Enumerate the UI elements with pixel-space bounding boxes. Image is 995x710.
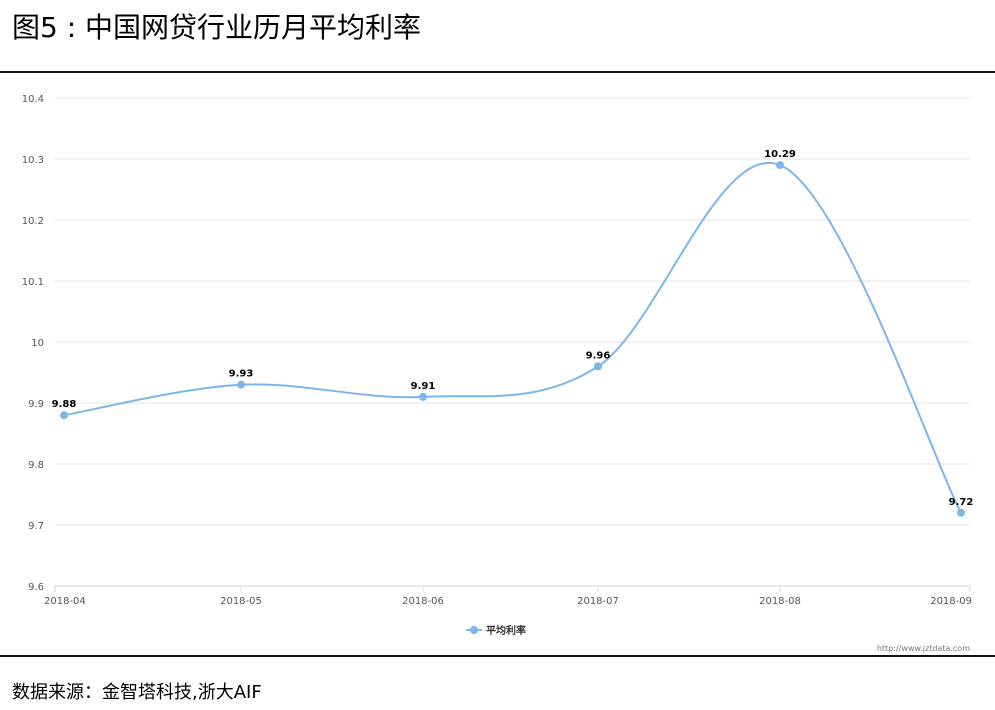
data-label: 9.91 [411,381,436,392]
x-tick-label: 2018-05 [220,596,262,607]
data-label: 10.29 [764,149,796,160]
figure-title: 图5 : 中国网贷行业历月平均利率 [12,11,422,44]
data-point [957,508,965,517]
legend-label: 平均利率 [486,624,526,637]
series-layer [60,161,965,517]
data-point [594,362,602,371]
data-label: 9.72 [949,497,974,508]
data-point [60,411,68,420]
grid-lines [55,97,970,526]
data-label: 9.96 [586,350,611,361]
x-tick-label: 2018-06 [402,596,444,607]
bottom-rule [0,655,995,657]
data-point [776,161,784,170]
watermark: http://www.jztdata.com [877,644,970,653]
data-label: 9.88 [52,399,77,410]
x-tick-label: 2018-08 [759,596,801,607]
data-point [419,392,427,401]
y-tick-label: 10 [31,338,44,349]
data-point [237,380,245,389]
y-tick-label: 9.8 [28,460,44,471]
y-tick-label: 9.7 [28,521,44,532]
y-tick-label: 10.3 [22,155,44,166]
x-tick-label: 2018-09 [930,596,972,607]
data-labels: 9.88 9.93 9.91 9.96 10.29 9.72 [52,149,974,508]
y-axis: 9.6 9.7 9.8 9.9 10 10.1 10.2 10.3 10.4 [22,94,44,593]
series-line [63,161,962,514]
data-label: 9.93 [229,369,254,380]
y-tick-label: 10.1 [22,277,44,288]
y-tick-label: 9.9 [28,399,44,410]
y-tick-label: 10.2 [22,216,44,227]
legend[interactable]: 平均利率 [466,624,526,637]
y-tick-label: 10.4 [22,94,44,105]
x-tick-label: 2018-07 [577,596,619,607]
top-rule [0,71,995,73]
legend-marker-icon [470,626,478,634]
source-note: 数据来源：金智塔科技,浙大AIF [12,682,262,703]
y-tick-label: 9.6 [28,582,44,593]
x-tick-label: 2018-04 [44,596,86,607]
x-axis: 2018-04 2018-05 2018-06 2018-07 2018-08 2018-… [44,585,972,607]
